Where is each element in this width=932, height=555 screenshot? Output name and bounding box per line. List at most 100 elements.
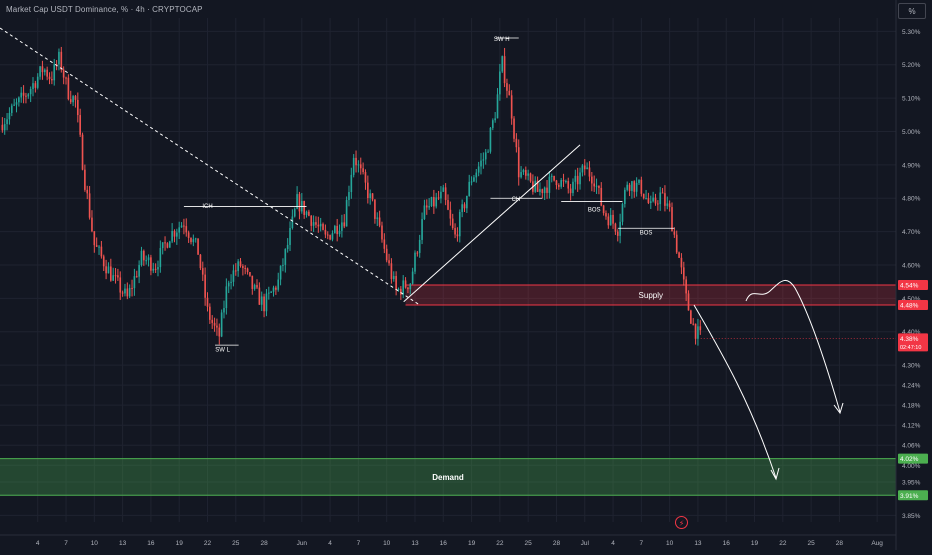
candle-body [536,180,539,192]
x-tick-label: 7 [357,540,361,547]
candle-body [675,234,678,253]
candle-body [374,199,376,219]
candle-body [352,157,355,175]
candle-body [657,203,659,205]
candle-body [524,170,527,176]
candle-body [105,266,107,274]
candle-body [456,234,459,237]
x-tick-label: 28 [836,540,844,547]
candle-body [199,254,202,269]
projection-arrow-long [693,304,777,479]
candle-body [480,160,482,167]
candle-body [388,260,390,264]
y-tick-label: 4.70% [902,229,921,236]
candle-body [466,196,468,209]
candle-body [440,191,442,199]
supply-zone-label: Supply [639,291,663,300]
candle-body [296,194,298,209]
candle-body [642,193,645,199]
candle-body [560,180,563,187]
candle-body [86,189,89,194]
candle-body [223,308,225,313]
candle-body [612,214,614,224]
candle-body [482,159,485,161]
candle-body [395,276,397,291]
candle-body [385,248,388,261]
candle-body [425,205,428,208]
unit-label[interactable]: % [898,3,926,19]
candle-body [270,291,272,293]
candle-body [583,165,586,170]
candle-body [499,71,501,95]
candle-body [435,197,438,207]
candle-body [173,230,176,237]
candle-body [454,228,456,235]
candle-body [473,177,475,182]
x-tick-label: 22 [204,540,212,547]
candle-body [237,261,239,272]
candle-body [513,118,515,139]
candle-body [541,189,544,194]
x-tick-label: 22 [779,540,787,547]
candle-body [680,257,683,268]
candle-body [638,179,640,183]
candle-body [166,243,169,248]
candle-body [484,152,487,160]
candle-body [317,224,320,227]
candle-body [546,187,548,193]
candle-body [418,239,421,253]
x-tick-label: 13 [411,540,419,547]
candle-body [22,92,25,96]
candle-body [152,268,155,271]
candle-body [43,69,46,73]
candle-body [463,204,466,209]
y-tick-label: 4.90% [902,162,921,169]
candle-body [416,252,419,254]
candle-body [565,181,567,183]
candle-body [628,184,631,191]
x-tick-label: 13 [694,540,702,547]
x-tick-label: 28 [260,540,268,547]
candle-body [197,238,199,255]
candle-body [687,293,690,311]
demand-top-badge: 4.02% [900,456,919,463]
candle-body [303,200,305,215]
candle-body [242,266,244,268]
candle-body [567,181,570,189]
projection-arrow-long-head [770,467,780,481]
y-tick-label: 4.80% [902,196,921,203]
candle-body [645,198,647,200]
candle-body [213,322,216,326]
candle-body [506,83,508,91]
candle-body [201,268,204,275]
candle-body [114,275,117,277]
y-tick-label: 5.10% [902,96,921,103]
candle-body [430,197,433,207]
candle-body [362,168,364,173]
candle-body [298,194,301,212]
x-tick-label: 22 [496,540,504,547]
candle-body [109,266,112,281]
candle-body [378,217,381,226]
x-tick-label: 16 [723,540,731,547]
lightning-icon[interactable]: ⚡ [675,516,688,529]
candle-body [176,232,178,237]
candle-body [133,276,136,289]
candle-body [659,192,662,205]
candle-body [107,266,110,274]
candle-body [685,279,687,294]
candle-body [664,193,666,206]
candle-body [95,245,98,247]
candle-body [183,225,185,227]
candle-body [121,292,124,294]
candle-body [534,180,537,192]
candle-body [491,120,494,128]
candle-body [25,95,27,97]
candle-body [291,216,294,229]
x-tick-label: Jul [581,540,590,547]
candle-body [517,147,520,178]
candle-body [29,88,32,95]
candle-body [91,217,93,232]
